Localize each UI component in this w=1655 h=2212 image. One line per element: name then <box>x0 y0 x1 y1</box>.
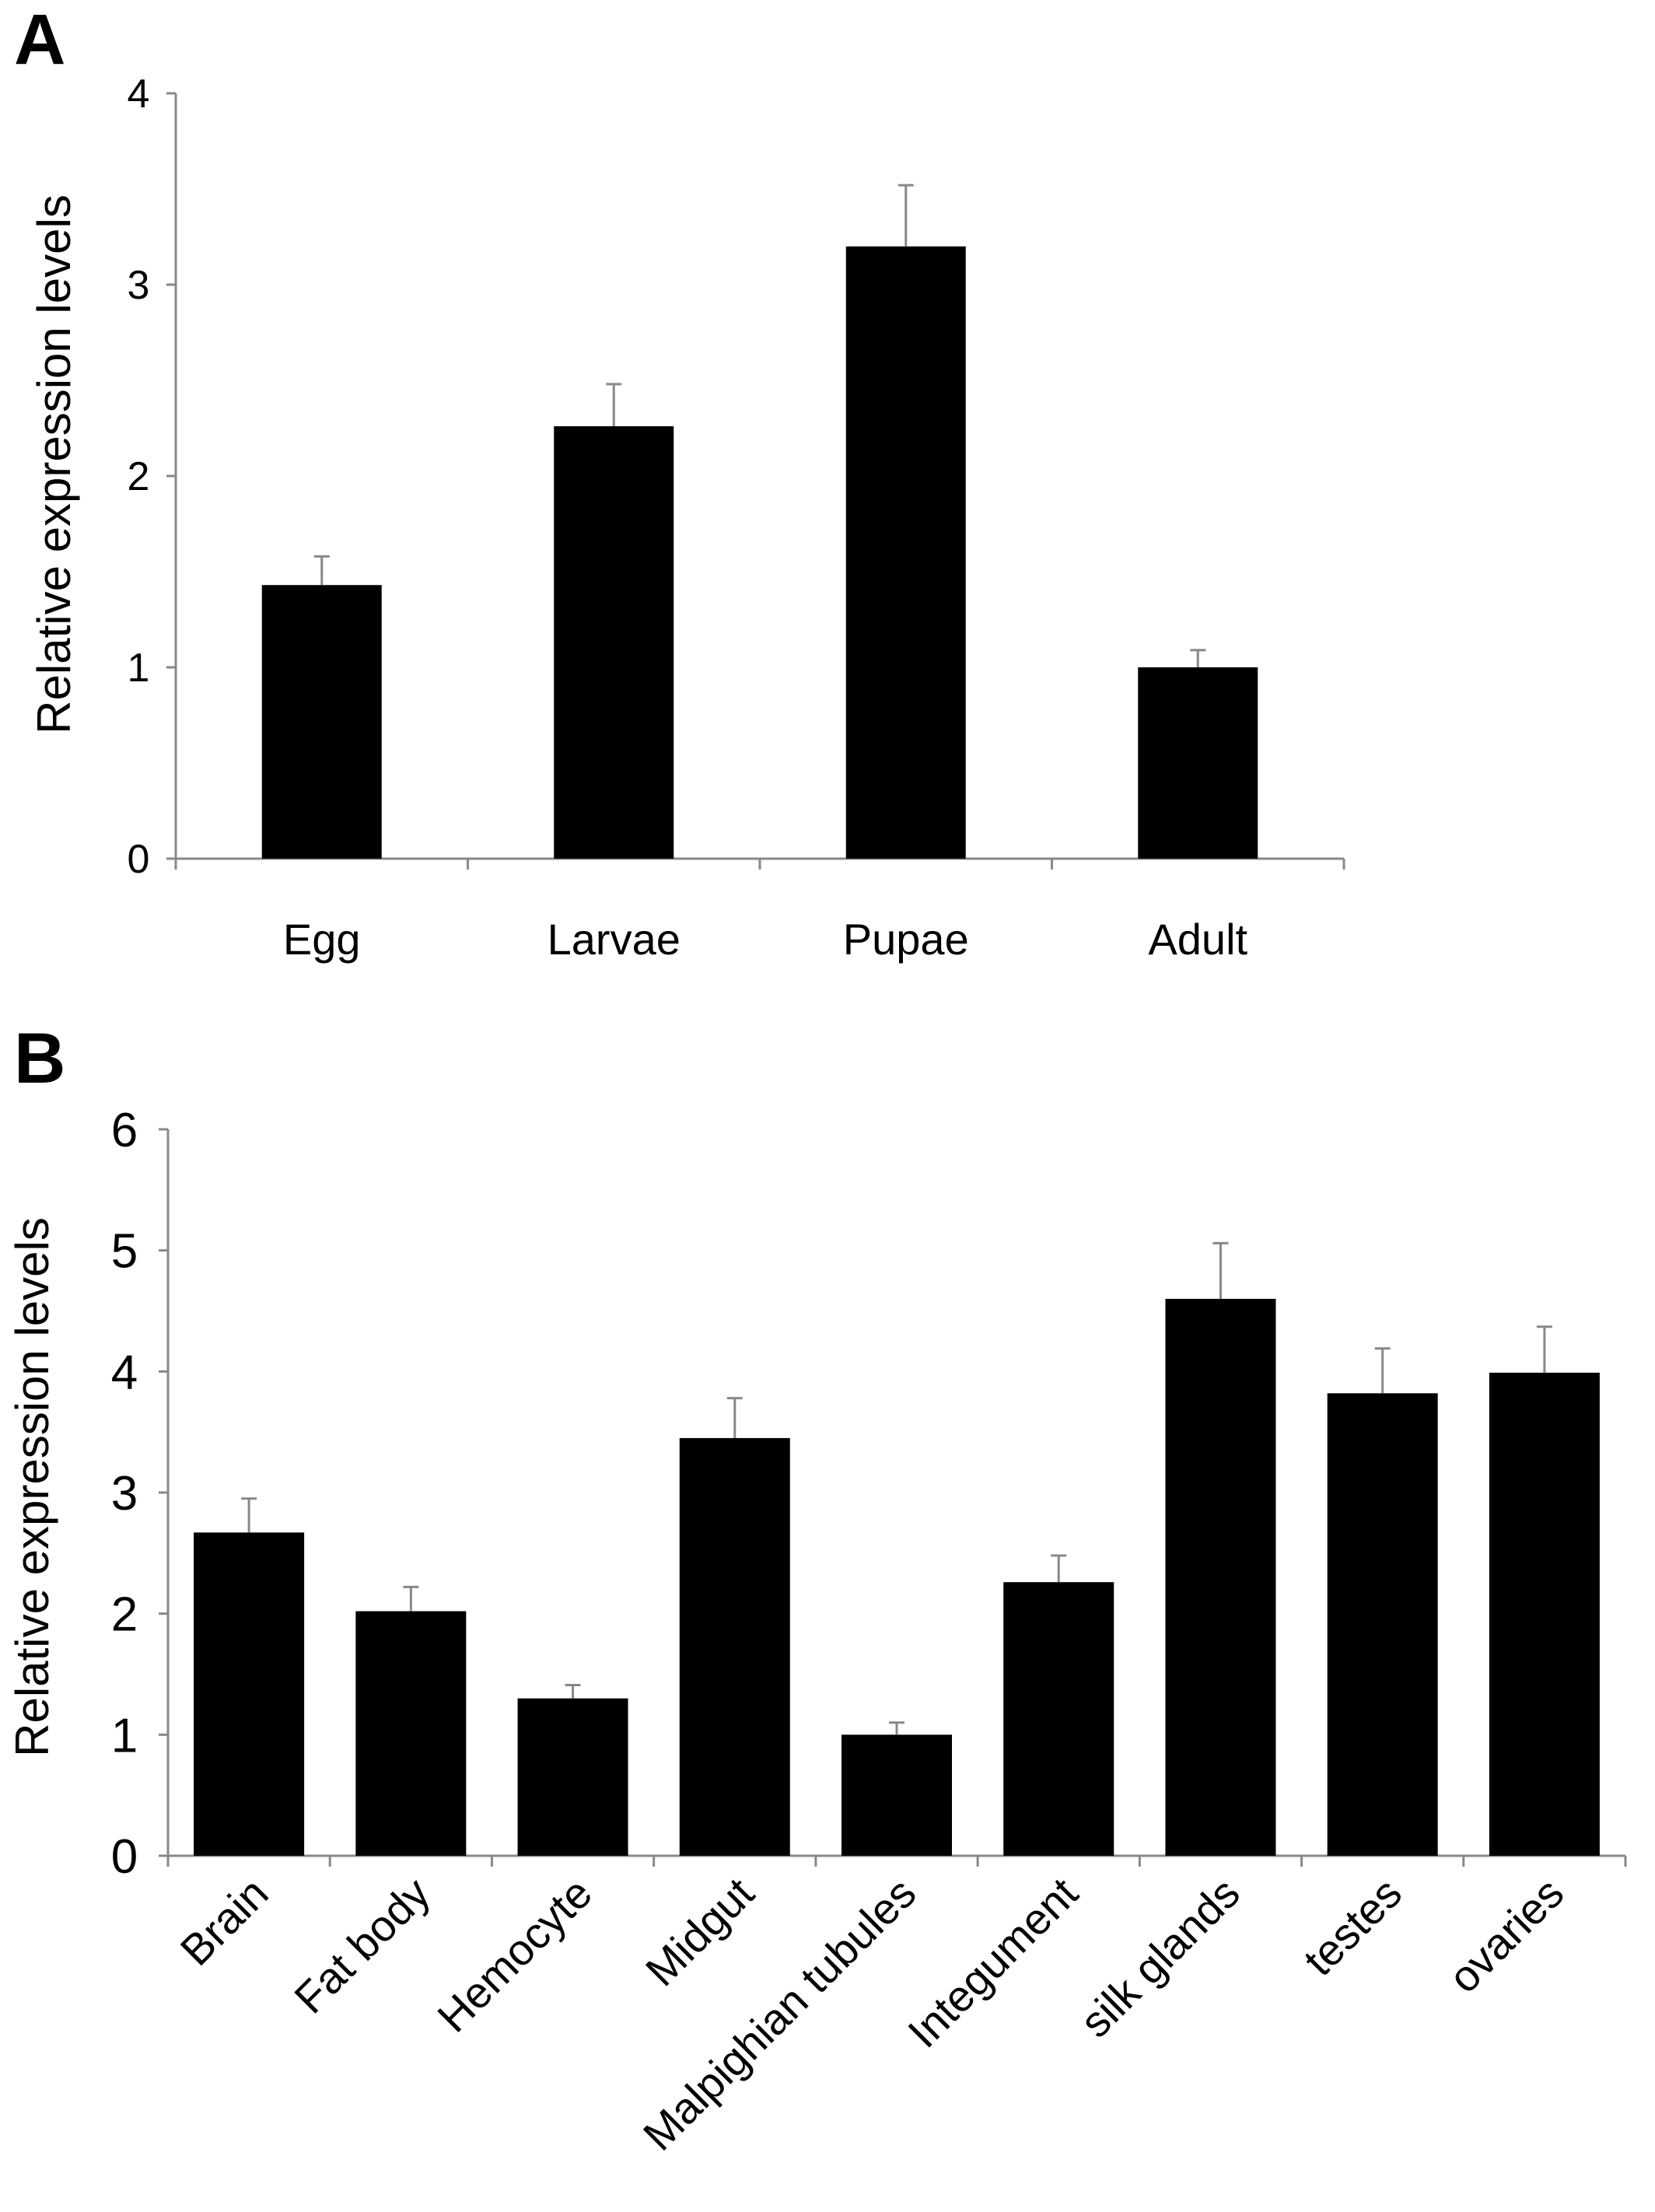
bar-hemocyte <box>517 1698 628 1856</box>
bar-malpighian-tubules <box>841 1734 952 1856</box>
panel-b-y-axis-label: Relative expression levels <box>6 1217 58 1757</box>
x-category-label: Larvae <box>548 915 681 964</box>
y-tick-label: 2 <box>128 454 150 499</box>
y-tick-label: 4 <box>111 1346 138 1399</box>
y-tick-label: 6 <box>111 1104 138 1157</box>
x-category-label: Midgut <box>636 1868 764 1996</box>
y-tick-label: 3 <box>128 263 150 308</box>
y-tick-label: 1 <box>128 646 150 691</box>
bar-midgut <box>679 1437 790 1856</box>
bar-egg <box>261 585 382 859</box>
x-category-label: Malpighian tubules <box>634 1868 925 2160</box>
panel-b-bars <box>194 1298 1600 1856</box>
panel-a-x-labels: Egg Larvae Pupae Adult <box>283 915 1248 964</box>
bar-ovaries <box>1489 1372 1600 1856</box>
x-category-label: Pupae <box>843 915 969 964</box>
y-tick-label: 0 <box>111 1830 138 1884</box>
y-tick-label: 2 <box>111 1588 138 1642</box>
panel-a-label: A <box>14 0 65 79</box>
bar-testes <box>1327 1393 1438 1856</box>
bar-brain <box>194 1532 305 1856</box>
bar-fat-body <box>355 1611 467 1856</box>
panel-b: B Relative expression levels 0 1 2 3 4 5 6 Bra… <box>6 1019 1627 2160</box>
bar-pupae <box>845 246 966 859</box>
bar-integument <box>1003 1582 1114 1856</box>
x-category-label: Hemocyte <box>428 1868 601 2042</box>
x-category-label: Fat body <box>285 1868 439 2023</box>
bar-silk-glands <box>1165 1298 1276 1856</box>
panel-a-y-ticks: 0 1 2 3 4 <box>128 72 176 882</box>
y-tick-label: 1 <box>111 1709 138 1762</box>
x-category-label: Brain <box>171 1868 278 1975</box>
panel-a-bars <box>261 246 1258 859</box>
x-category-label: Adult <box>1148 915 1247 964</box>
panel-b-label: B <box>14 1019 65 1098</box>
y-tick-label: 5 <box>111 1225 138 1279</box>
y-tick-label: 0 <box>128 837 150 882</box>
panel-a-error-bars <box>313 184 1206 667</box>
bar-larvae <box>554 426 674 859</box>
x-category-label: Integument <box>898 1868 1087 2057</box>
x-category-label: Egg <box>283 915 361 964</box>
panel-a: A Relative expression levels 0 1 2 3 4 Egg La… <box>14 0 1345 964</box>
y-tick-label: 4 <box>128 72 150 117</box>
x-category-label: ovaries <box>1439 1868 1573 2002</box>
bar-adult <box>1138 667 1258 859</box>
y-tick-label: 3 <box>111 1467 138 1521</box>
panel-b-error-bars <box>241 1241 1552 1735</box>
x-category-label: testes <box>1294 1868 1411 1985</box>
x-category-label: silk glands <box>1070 1868 1248 2046</box>
panel-a-y-axis-label: Relative expression levels <box>28 194 80 734</box>
panel-b-y-ticks: 0 1 2 3 4 5 6 <box>111 1104 168 1884</box>
